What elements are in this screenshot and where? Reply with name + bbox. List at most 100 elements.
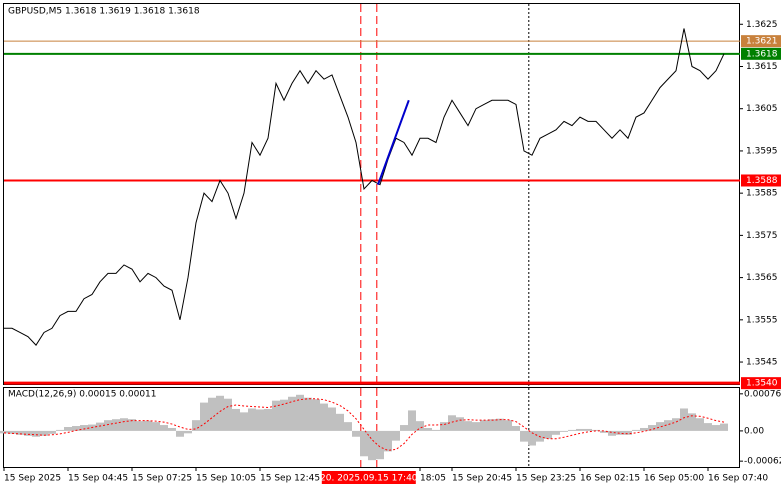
histogram-bar bbox=[624, 430, 632, 435]
histogram-bar bbox=[432, 429, 440, 431]
level-label: 1.3618 bbox=[746, 49, 778, 59]
histogram-bar bbox=[320, 403, 328, 431]
histogram-bar bbox=[240, 412, 248, 431]
y-tick-label: -0.00062 bbox=[744, 457, 781, 467]
histogram-bar bbox=[560, 430, 568, 432]
histogram-bar bbox=[104, 420, 112, 431]
level-label-box bbox=[741, 377, 781, 390]
level-label: 1.3540 bbox=[746, 379, 778, 389]
level-label-box bbox=[741, 174, 781, 187]
price-line bbox=[4, 28, 725, 346]
histogram-bar bbox=[608, 430, 616, 436]
x-tick-label: 15 Sep 2025 bbox=[4, 474, 61, 484]
histogram-bar bbox=[184, 430, 192, 434]
histogram-bar bbox=[64, 427, 72, 431]
histogram-bar bbox=[336, 413, 344, 431]
trend-line bbox=[377, 99, 410, 186]
histogram-bar bbox=[400, 425, 408, 431]
histogram-bar bbox=[384, 430, 392, 452]
histogram-bar bbox=[472, 422, 480, 431]
histogram-bar bbox=[480, 420, 488, 431]
x-tick-label: 15 Sep 20:45 bbox=[452, 474, 512, 484]
histogram-bar bbox=[688, 413, 696, 431]
histogram-bar bbox=[176, 430, 184, 437]
histogram-bar bbox=[120, 418, 128, 431]
histogram-bar bbox=[0, 430, 8, 434]
histogram-bar bbox=[144, 420, 152, 431]
histogram-bar bbox=[600, 430, 608, 433]
histogram-bar bbox=[416, 421, 424, 431]
histogram-bar bbox=[552, 430, 560, 435]
histogram-bar bbox=[216, 395, 224, 431]
histogram-bar bbox=[112, 419, 120, 431]
histogram-bar bbox=[656, 422, 664, 431]
y-tick-label: 1.3555 bbox=[746, 315, 778, 325]
x-tick-label: 15 Sep 04:45 bbox=[68, 474, 128, 484]
level-label: 1.3588 bbox=[746, 176, 778, 186]
histogram-bar bbox=[520, 430, 528, 442]
histogram-bar bbox=[528, 430, 536, 446]
x-tick-label: 18:05 bbox=[420, 474, 446, 484]
histogram-bar bbox=[264, 408, 272, 431]
histogram-bar bbox=[256, 409, 264, 431]
histogram-bar bbox=[360, 430, 368, 457]
histogram-bar bbox=[368, 430, 376, 461]
histogram-bar bbox=[24, 430, 32, 436]
histogram-bar bbox=[200, 402, 208, 431]
histogram-bar bbox=[448, 415, 456, 431]
x-tick-label: 15 Sep 07:25 bbox=[132, 474, 192, 484]
histogram-bar bbox=[272, 400, 280, 431]
histogram-bar bbox=[224, 398, 232, 431]
histogram-bar bbox=[408, 410, 416, 431]
histogram-bar bbox=[16, 430, 24, 435]
histogram-bar bbox=[464, 421, 472, 431]
histogram-bar bbox=[208, 397, 216, 431]
histogram-bar bbox=[720, 423, 728, 431]
histogram-bar bbox=[32, 430, 40, 437]
histogram-bar bbox=[160, 425, 168, 431]
chart-title: GBPUSD,M5 1.3618 1.3619 1.3618 1.3618 bbox=[8, 7, 200, 17]
histogram-bar bbox=[328, 407, 336, 431]
histogram-bar bbox=[680, 408, 688, 431]
histogram-bar bbox=[648, 425, 656, 431]
histogram-bar bbox=[128, 419, 136, 431]
histogram-bar bbox=[40, 430, 48, 436]
histogram-bar bbox=[192, 420, 200, 431]
x-tick-label: 15 Sep 12:45 bbox=[260, 474, 320, 484]
histogram-bar bbox=[48, 430, 56, 434]
histogram-bar bbox=[712, 425, 720, 431]
histogram-bar bbox=[312, 399, 320, 431]
highlight-box bbox=[321, 471, 416, 484]
histogram-bar bbox=[512, 426, 520, 431]
histogram-bar bbox=[352, 430, 360, 437]
histogram-bar bbox=[296, 394, 304, 431]
histogram-bar bbox=[96, 422, 104, 431]
histogram-bar bbox=[304, 397, 312, 431]
histogram-bar bbox=[576, 428, 584, 431]
x-tick-label: 16 Sep 05:00 bbox=[644, 474, 704, 484]
y-tick-label: 0.00076 bbox=[744, 389, 781, 399]
histogram-bar bbox=[488, 419, 496, 431]
y-tick-label: 1.3575 bbox=[746, 231, 778, 241]
y-tick-label: 1.3625 bbox=[746, 20, 778, 30]
histogram-bar bbox=[72, 426, 80, 431]
histogram-bar bbox=[288, 396, 296, 431]
macd-title: MACD(12,26,9) 0.00015 0.00011 bbox=[8, 390, 157, 400]
histogram-bar bbox=[664, 420, 672, 431]
histogram-bar bbox=[152, 422, 160, 431]
histogram-bar bbox=[56, 429, 64, 431]
histogram-bar bbox=[344, 422, 352, 431]
histogram-bar bbox=[496, 418, 504, 431]
histogram-bar bbox=[168, 427, 176, 431]
level-label-box bbox=[741, 47, 781, 60]
histogram-bar bbox=[80, 425, 88, 431]
x-tick-label: 15 Sep 10:05 bbox=[196, 474, 256, 484]
histogram-bar bbox=[696, 418, 704, 431]
y-tick-label: 1.3565 bbox=[746, 273, 778, 283]
y-tick-label: 1.3585 bbox=[746, 189, 778, 199]
histogram-bar bbox=[248, 408, 256, 431]
histogram-bar bbox=[544, 430, 552, 439]
histogram-bar bbox=[504, 420, 512, 431]
y-tick-label: 1.3595 bbox=[746, 146, 778, 156]
